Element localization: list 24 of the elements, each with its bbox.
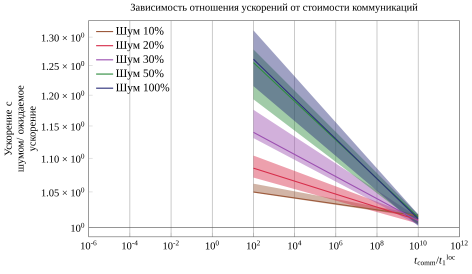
x-tick-label: 10$^{8}$ <box>370 240 384 250</box>
x-tick-label: 10$^{-4}$ <box>122 240 138 250</box>
legend-label: Шум 20% <box>116 41 164 52</box>
y-tick-label: 1.25 × 10$^{0}$ <box>42 61 84 70</box>
y-tick-label: 1.20 × 10$^{0}$ <box>42 90 84 100</box>
legend-label: Шум 50% <box>116 70 164 80</box>
legend-label: Шум 100% <box>116 84 170 94</box>
y-axis-title: Ускорение с шумом/ ожидаемое ускорение <box>4 86 38 172</box>
legend-label: Шум 30% <box>116 55 164 66</box>
y-tick-label: 1.15 × 10$^{0}$ <box>42 122 84 131</box>
x-tick-label: 10$^{12}$ <box>451 240 468 250</box>
y-tick-label: 1.30 × 10$^{0}$ <box>42 32 84 42</box>
x-tick-label: 10$^{-6}$ <box>81 240 97 250</box>
y-tick-label: 10$^{0}$ <box>71 222 84 232</box>
chart-title: Зависимость отношения ускорений от стоимости коммуникаций <box>130 4 418 14</box>
x-tick-label: 10$^{4}$ <box>288 240 302 250</box>
legend-label: Шум 10% <box>116 27 164 38</box>
x-tick-label: 10$^{-2}$ <box>163 240 179 250</box>
x-tick-label: 10$^{10}$ <box>410 240 427 250</box>
y-tick-label: 1.10 × 10$^{0}$ <box>42 154 84 163</box>
y-tick-label: 1.05 × 10$^{0}$ <box>42 188 84 197</box>
x-tick-label: 10$^{6}$ <box>329 240 342 250</box>
x-tick-label: 10$^{0}$ <box>206 240 219 250</box>
x-tick-label: 10$^{2}$ <box>247 240 260 250</box>
